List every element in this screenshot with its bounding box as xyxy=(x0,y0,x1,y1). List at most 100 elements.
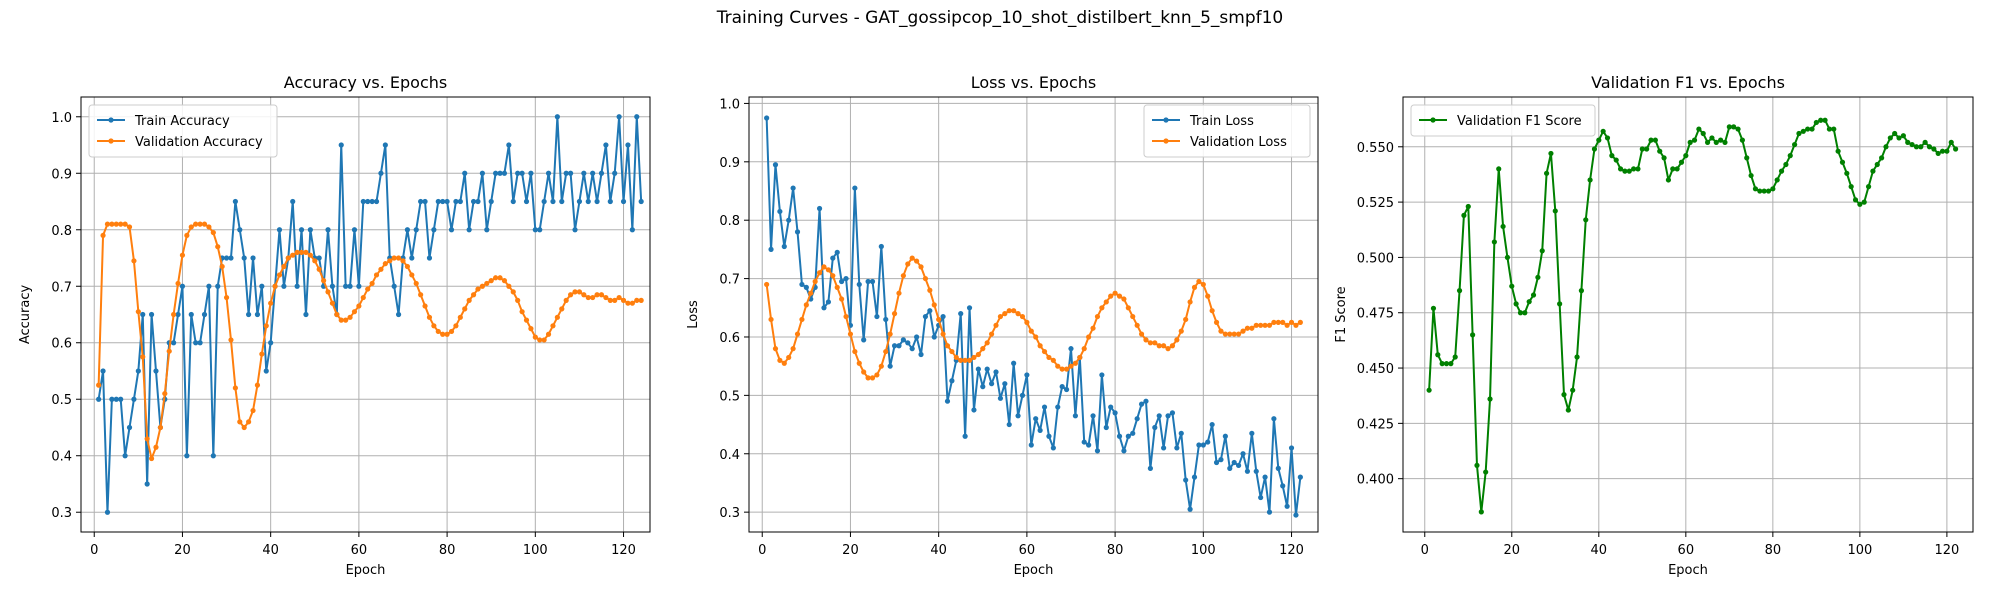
data-point xyxy=(790,346,796,352)
data-point xyxy=(1848,184,1854,190)
data-point xyxy=(188,311,194,318)
y-tick-label: 0.450 xyxy=(1357,362,1394,377)
data-point xyxy=(171,340,177,346)
y-tick-label: 1.0 xyxy=(719,97,740,112)
data-point xyxy=(1548,150,1554,157)
data-point xyxy=(922,313,929,320)
data-point xyxy=(896,343,902,349)
data-point xyxy=(1953,146,1959,152)
data-point xyxy=(528,326,534,332)
data-point xyxy=(126,224,133,230)
legend-box xyxy=(1410,104,1596,137)
data-point xyxy=(764,281,770,288)
data-point xyxy=(162,390,168,397)
data-point xyxy=(1121,296,1127,302)
data-point xyxy=(307,227,313,233)
data-point xyxy=(1430,305,1437,311)
data-point xyxy=(1006,421,1012,428)
data-point xyxy=(1147,465,1153,471)
axes-frame xyxy=(80,96,651,533)
data-point xyxy=(1063,366,1070,372)
data-point xyxy=(799,281,805,288)
y-tick-label: 0.5 xyxy=(51,393,72,408)
data-point xyxy=(1783,161,1789,168)
data-point xyxy=(1266,509,1273,515)
data-point xyxy=(435,328,441,335)
data-point xyxy=(1831,126,1837,132)
data-point xyxy=(1530,292,1537,298)
data-point xyxy=(118,396,124,402)
data-point xyxy=(852,348,858,355)
y-tick-label: 0.3 xyxy=(51,506,72,521)
data-point xyxy=(1570,387,1576,393)
data-point xyxy=(144,481,150,487)
axes-frame xyxy=(1402,96,1974,533)
data-point xyxy=(254,311,261,318)
data-point xyxy=(343,317,349,323)
data-point xyxy=(431,323,437,329)
data-point xyxy=(444,331,450,337)
data-point xyxy=(104,221,111,227)
data-point xyxy=(1535,274,1541,280)
data-point xyxy=(1704,139,1711,145)
y-tick-label: 0.9 xyxy=(719,156,740,171)
data-point xyxy=(1174,337,1180,343)
data-point xyxy=(1094,448,1101,454)
data-point xyxy=(1452,354,1458,360)
data-point xyxy=(426,255,433,261)
y-tick-label: 0.525 xyxy=(1357,196,1394,211)
data-point xyxy=(594,292,600,298)
data-point xyxy=(559,198,565,205)
data-point xyxy=(1905,139,1911,145)
data-point xyxy=(1205,439,1211,445)
data-point xyxy=(927,287,933,293)
data-point xyxy=(777,208,783,215)
data-point xyxy=(971,354,977,361)
data-point xyxy=(1583,217,1589,223)
data-point xyxy=(572,289,578,295)
data-point xyxy=(962,433,968,439)
data-point xyxy=(157,424,163,431)
data-point xyxy=(457,314,463,320)
data-point xyxy=(263,323,269,329)
data-point xyxy=(1028,328,1034,334)
data-point xyxy=(830,255,836,261)
data-point xyxy=(1426,387,1432,393)
data-point xyxy=(470,198,477,205)
data-point xyxy=(100,232,106,239)
data-point xyxy=(316,255,322,261)
data-point xyxy=(839,296,845,302)
data-point xyxy=(1125,305,1131,311)
data-point xyxy=(1280,483,1286,489)
data-point xyxy=(418,292,424,298)
data-point xyxy=(1297,319,1303,325)
data-point xyxy=(197,221,203,227)
data-point xyxy=(140,354,146,360)
data-point xyxy=(1090,325,1096,331)
data-point xyxy=(634,114,640,120)
data-point xyxy=(852,185,858,191)
data-point xyxy=(228,255,234,261)
data-point xyxy=(232,198,238,205)
data-point xyxy=(1103,424,1109,431)
data-point xyxy=(118,221,124,227)
data-point xyxy=(772,162,779,168)
data-point xyxy=(453,198,459,205)
data-point xyxy=(1474,462,1480,468)
data-point xyxy=(497,170,503,176)
data-point xyxy=(206,224,212,230)
data-point xyxy=(501,170,508,176)
data-point xyxy=(874,372,880,378)
data-point xyxy=(435,198,441,205)
data-point xyxy=(572,227,578,233)
data-point xyxy=(1169,410,1176,416)
data-point xyxy=(1922,139,1928,145)
data-point xyxy=(1661,155,1667,161)
data-point xyxy=(1200,281,1206,288)
data-point xyxy=(1892,130,1898,137)
data-point xyxy=(1617,166,1624,172)
x-tick-label: 80 xyxy=(1765,543,1782,558)
data-point xyxy=(1591,146,1598,152)
data-point xyxy=(1748,172,1754,179)
data-point xyxy=(334,311,340,318)
